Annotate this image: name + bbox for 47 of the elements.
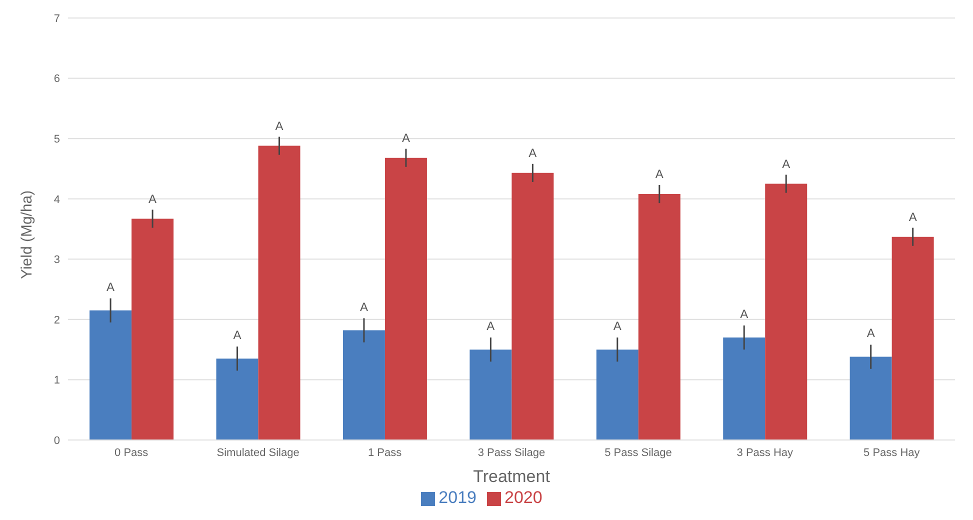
bar bbox=[342, 330, 385, 440]
annotation: A bbox=[655, 167, 664, 182]
bar bbox=[850, 356, 892, 440]
bar bbox=[384, 158, 427, 440]
annotation: A bbox=[275, 119, 284, 134]
annotation: A bbox=[866, 326, 875, 340]
x-tick-label: 5 Pass Hay bbox=[864, 446, 920, 459]
bar bbox=[216, 358, 258, 440]
annotation: A bbox=[528, 146, 537, 160]
x-tick-label: 3 Pass Silage bbox=[478, 446, 546, 459]
annotation: A bbox=[908, 210, 917, 224]
annotation: A bbox=[613, 319, 622, 333]
legend-label: 2020 bbox=[504, 488, 542, 507]
y-axis-title: Yield (Mg/ha) bbox=[18, 190, 36, 279]
bar bbox=[638, 194, 680, 440]
x-tick-label: Simulated Silage bbox=[216, 446, 300, 459]
y-tick-label: 0 bbox=[54, 434, 60, 447]
bar bbox=[596, 350, 638, 440]
annotation: A bbox=[402, 131, 410, 146]
bar bbox=[470, 350, 512, 440]
bar bbox=[258, 146, 300, 440]
annotation: A bbox=[233, 328, 242, 342]
y-tick-label: 7 bbox=[54, 12, 60, 25]
bar bbox=[512, 172, 554, 440]
y-tick-label: 1 bbox=[54, 374, 60, 387]
annotation: A bbox=[782, 157, 790, 171]
annotation: A bbox=[486, 319, 495, 333]
bar bbox=[90, 310, 132, 440]
x-tick-label: 3 Pass Hay bbox=[736, 446, 794, 459]
x-tick-label: 1 Pass bbox=[368, 446, 402, 459]
bar bbox=[765, 184, 808, 440]
bar bbox=[132, 218, 174, 440]
y-tick-label: 2 bbox=[54, 314, 60, 326]
annotation: A bbox=[148, 192, 157, 206]
bar bbox=[723, 338, 766, 440]
x-tick-label: 5 Pass Silage bbox=[604, 446, 672, 459]
bar bbox=[892, 236, 934, 440]
y-tick-label: 3 bbox=[54, 254, 60, 266]
y-tick-label: 4 bbox=[54, 194, 60, 206]
annotation: A bbox=[360, 300, 368, 314]
x-axis-title: Treatment bbox=[473, 467, 550, 486]
y-tick-label: 5 bbox=[54, 133, 60, 146]
annotation: A bbox=[106, 280, 115, 294]
legend-label: 2019 bbox=[438, 488, 476, 507]
x-tick-label: 0 Pass bbox=[114, 446, 149, 459]
y-tick-label: 6 bbox=[54, 73, 60, 86]
annotation: A bbox=[740, 307, 748, 321]
